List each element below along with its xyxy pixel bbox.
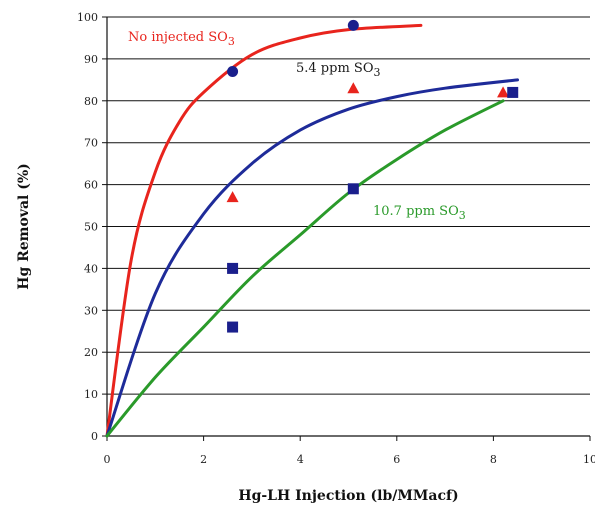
- point-10-7-ppm-so3-1: [227, 262, 239, 274]
- x-axis-title: Hg-LH Injection (lb/MMacf): [238, 488, 458, 504]
- y-tick-label-50: 50: [84, 221, 98, 234]
- annotation-no-injected-so3: No injected SO3: [128, 30, 235, 48]
- y-tick-label-90: 90: [84, 53, 98, 66]
- x-tick-label-4: 4: [297, 453, 304, 466]
- point-5-4-ppm-so3-0: [226, 191, 239, 203]
- point-10-7-ppm-so3-0: [227, 321, 239, 333]
- point-5-4-ppm-so3-2: [497, 86, 510, 98]
- y-tick-label-100: 100: [77, 11, 98, 24]
- point-5-4-ppm-so3-1: [347, 82, 360, 94]
- series-annotations: No injected SO3 5.4 ppm SO3 10.7 ppm SO3: [128, 30, 466, 222]
- y-tick-label-40: 40: [84, 262, 98, 275]
- x-tick-label-0: 0: [104, 453, 111, 466]
- point-no-injected-so3-1: [347, 19, 359, 31]
- y-tick-label-60: 60: [84, 179, 98, 192]
- annotation-5-4-ppm-so3: 5.4 ppm SO3: [296, 61, 380, 79]
- axes: [102, 16, 591, 441]
- fit-curves: [105, 23, 519, 438]
- point-10-7-ppm-so3-3: [507, 86, 519, 98]
- fit-curve-5-4-ppm-so3: [105, 78, 519, 438]
- y-tick-label-10: 10: [84, 388, 98, 401]
- y-tick-label-80: 80: [84, 95, 98, 108]
- data-markers: [226, 19, 519, 333]
- y-tick-label-20: 20: [84, 346, 98, 359]
- x-tick-label-6: 6: [393, 453, 400, 466]
- tick-labels: 0 10 20 30 40 50 60 70 80 90 100 0 2 4 6 8 10: [77, 11, 595, 466]
- y-axis-title: Hg Removal (%): [16, 163, 32, 290]
- point-no-injected-so3-0: [227, 65, 239, 77]
- annotation-10-7-ppm-so3: 10.7 ppm SO3: [373, 204, 466, 222]
- y-tick-label-0: 0: [91, 430, 98, 443]
- fit-curve-no-injected-so3: [105, 23, 423, 438]
- fit-curve-10-7-ppm-so3: [105, 99, 505, 438]
- x-tick-label-8: 8: [490, 453, 497, 466]
- y-tick-label-30: 30: [84, 304, 98, 317]
- x-tick-label-10: 10: [583, 453, 595, 466]
- x-tick-label-2: 2: [200, 453, 207, 466]
- point-10-7-ppm-so3-2: [347, 183, 359, 195]
- y-tick-label-70: 70: [84, 137, 98, 150]
